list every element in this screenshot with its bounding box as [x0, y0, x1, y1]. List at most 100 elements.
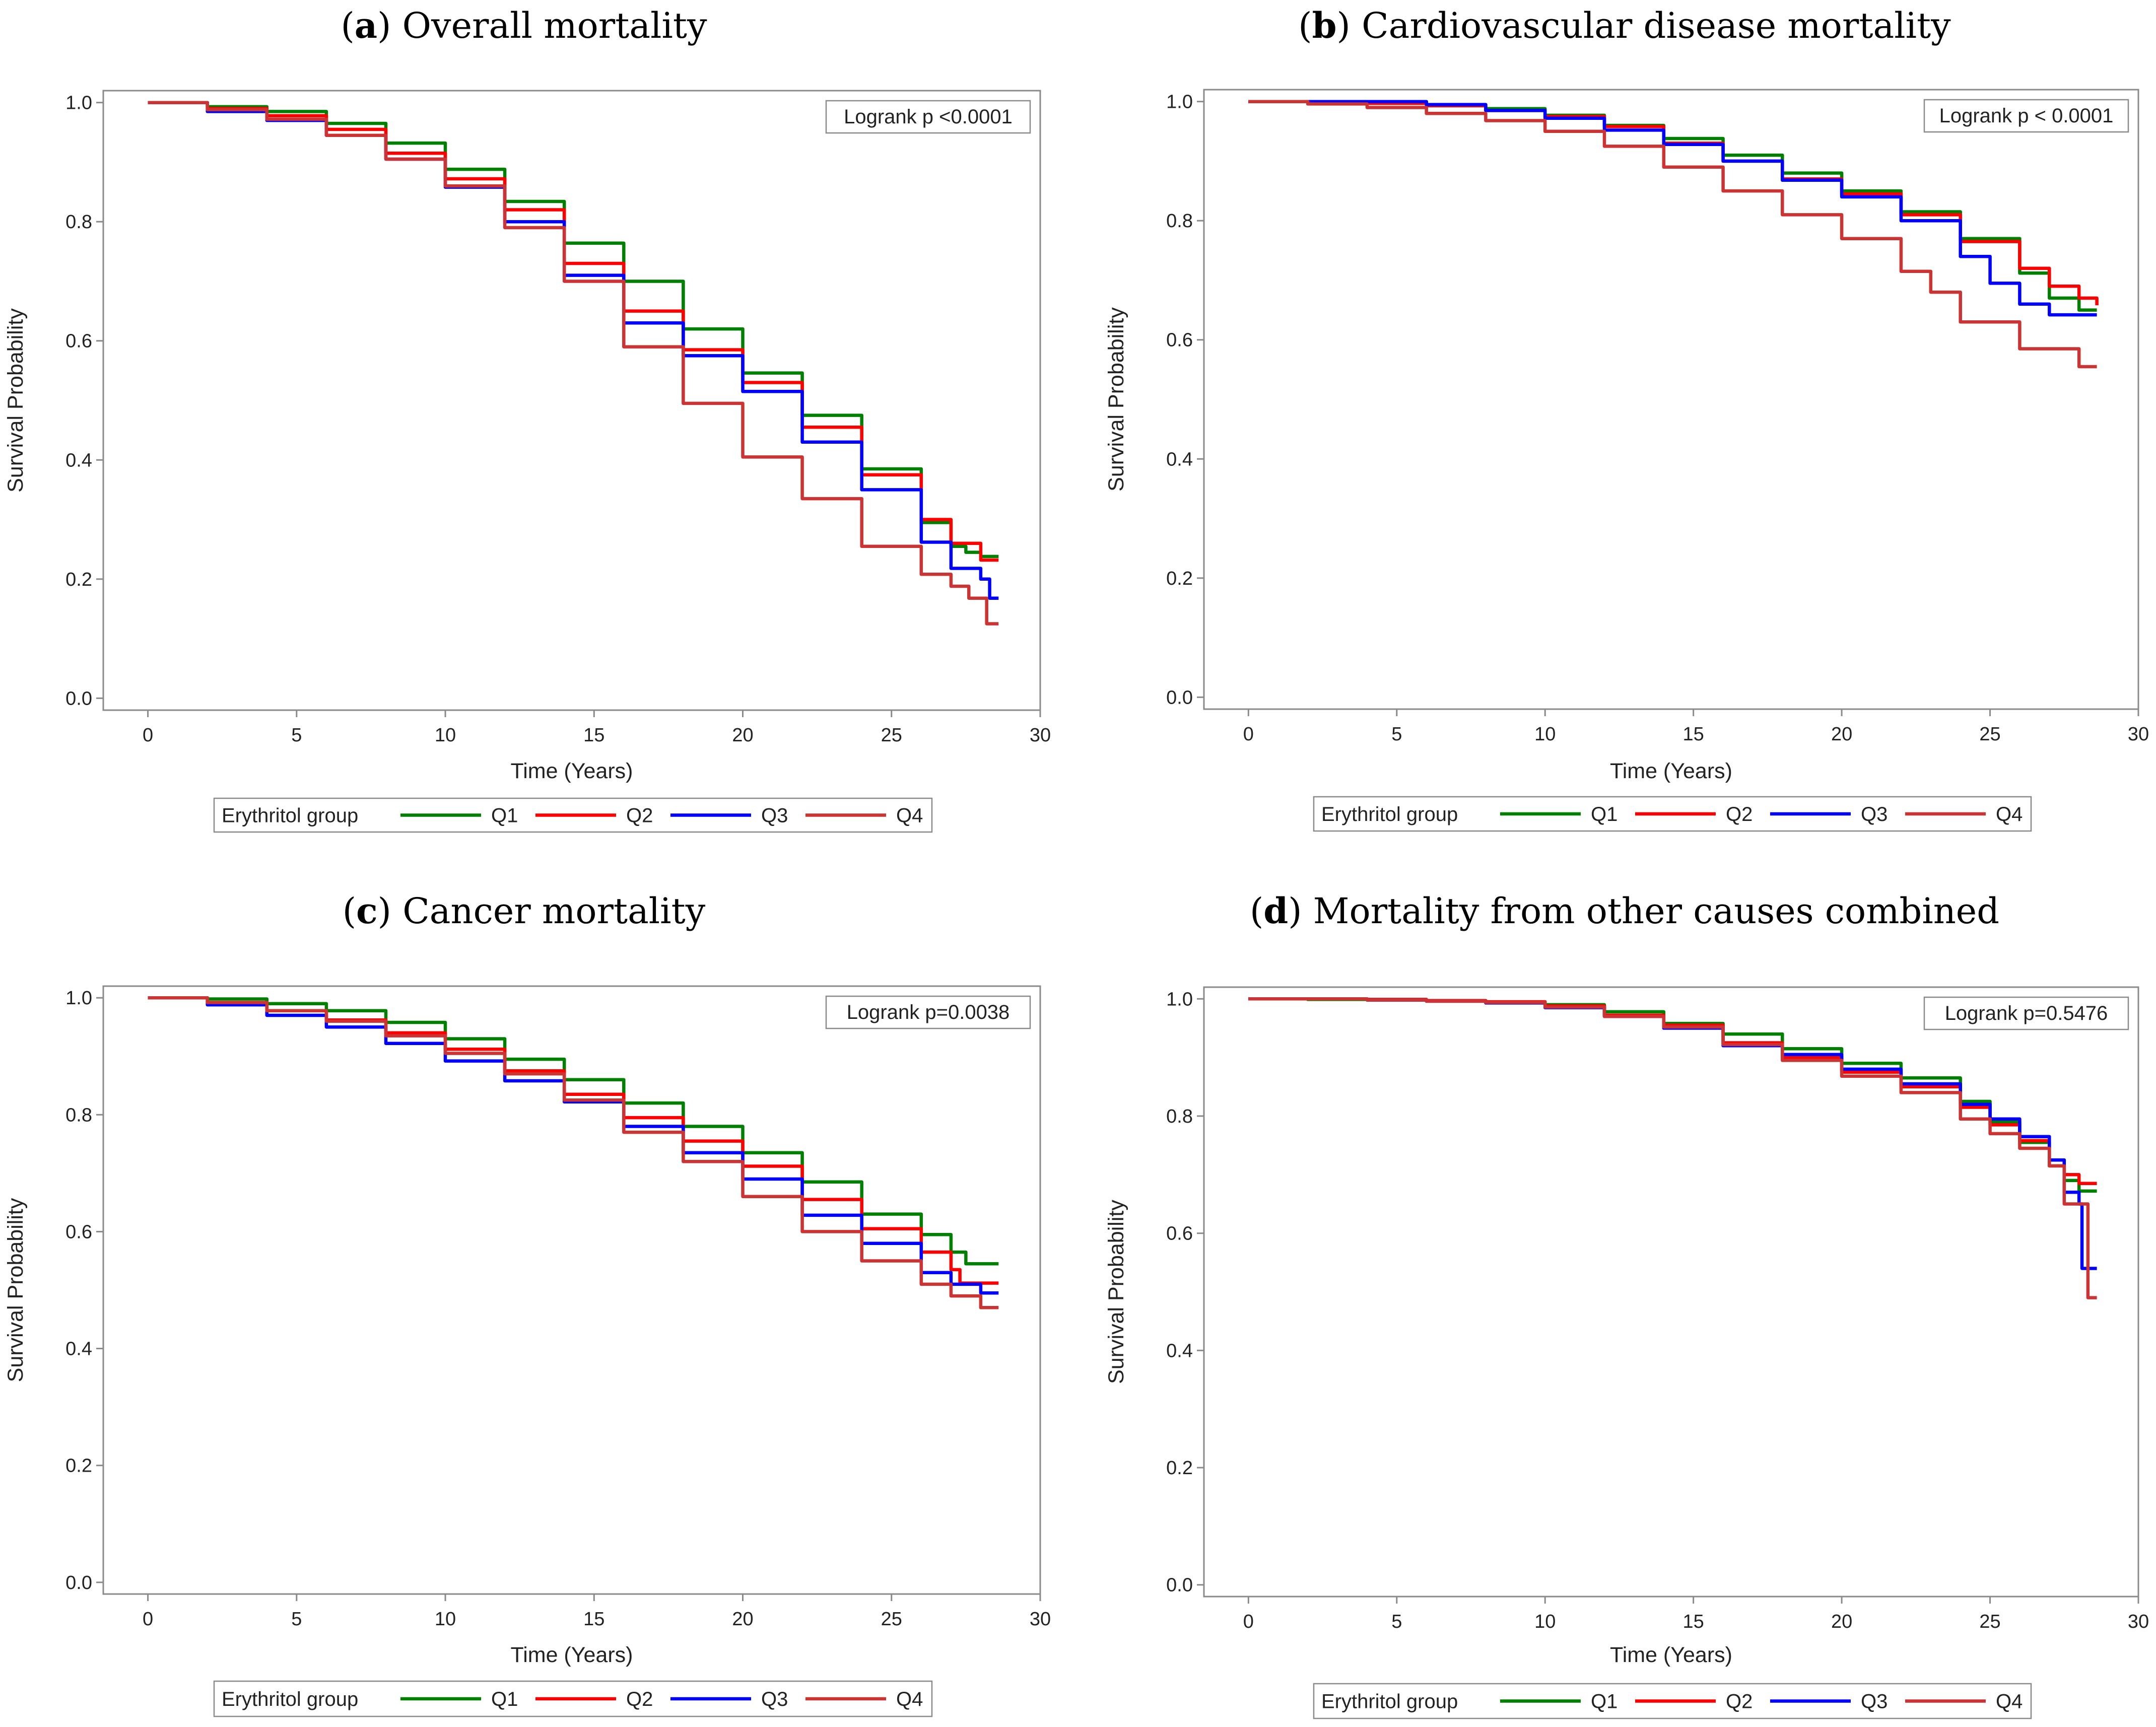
series-line-q1 — [148, 996, 999, 1266]
x-tick-label: 20 — [1831, 724, 1852, 745]
x-tick-label: 5 — [291, 725, 302, 746]
legend-label-q2: Q2 — [626, 805, 653, 827]
y-tick-label: 1.0 — [65, 93, 92, 114]
y-tick-label: 0.2 — [65, 569, 92, 590]
title-paren-close: ) — [1288, 890, 1313, 932]
title-paren-open: ( — [1298, 5, 1312, 46]
legend-label-q2: Q2 — [626, 1688, 653, 1710]
legend-label-q4: Q4 — [1996, 1691, 2023, 1713]
x-tick-label: 30 — [1030, 1609, 1051, 1630]
x-axis-label: Time (Years) — [511, 1643, 633, 1667]
series-line-q2 — [148, 101, 999, 562]
logrank-box — [825, 995, 1031, 1029]
x-tick-label: 30 — [2128, 724, 2149, 745]
x-tick-label: 15 — [1683, 724, 1704, 745]
panel-letter: c — [356, 890, 378, 932]
x-tick-label: 0 — [143, 1609, 153, 1630]
x-tick-label: 30 — [2128, 1611, 2149, 1632]
y-tick-label: 0.6 — [1166, 330, 1193, 351]
x-tick-label: 15 — [583, 725, 604, 746]
panel-letter: b — [1312, 5, 1337, 46]
y-tick-label: 0.0 — [65, 1572, 92, 1594]
panel-c: (c) Cancer mortality 0.0 0.2 0.4 0.6 0.8 1.0 0 5… — [4, 890, 1051, 1717]
series-line-q4 — [148, 996, 999, 1309]
y-axis-label: Survival Probability — [1104, 1200, 1128, 1384]
legend-label-q1: Q1 — [491, 805, 518, 827]
y-tick-label: 0.8 — [65, 212, 92, 233]
x-tick-label: 0 — [1243, 724, 1254, 745]
y-tick-label: 0.2 — [65, 1456, 92, 1477]
title-paren-open: ( — [1250, 890, 1263, 932]
x-tick-label: 20 — [732, 725, 753, 746]
x-tick-label: 25 — [1979, 1611, 2000, 1632]
x-tick-label: 10 — [1534, 724, 1556, 745]
series-line-q3 — [1248, 997, 2097, 1270]
series-line-q1 — [1248, 100, 2097, 312]
logrank-annotation: Logrank p=0.0038 — [847, 1001, 1010, 1023]
y-tick-label: 0.0 — [1166, 1575, 1193, 1596]
x-tick-label: 20 — [1831, 1611, 1852, 1632]
y-tick-label: 0.4 — [1166, 1340, 1193, 1361]
series-line-q4 — [1248, 997, 2097, 1299]
y-tick-label: 1.0 — [65, 988, 92, 1009]
legend-label-q3: Q3 — [1861, 803, 1888, 825]
panel-b: (b) Cardiovascular disease mortality 0.0 0… — [1104, 5, 2149, 832]
panel-title-text: Cardiovascular disease mortality — [1362, 5, 1951, 46]
y-tick-label: 1.0 — [1166, 989, 1193, 1010]
y-tick-label: 0.6 — [65, 1221, 92, 1242]
panel-letter: a — [355, 5, 377, 46]
x-tick-label: 10 — [1534, 1611, 1556, 1632]
y-tick-label: 0.4 — [1166, 449, 1193, 470]
x-tick-label: 30 — [1030, 725, 1051, 746]
x-tick-label: 15 — [1683, 1611, 1704, 1632]
panel-title-text: Cancer mortality — [402, 890, 705, 932]
y-tick-label: 0.6 — [65, 331, 92, 352]
legend-label-q1: Q1 — [491, 1688, 518, 1710]
legend-label-q2: Q2 — [1726, 1691, 1753, 1713]
y-tick-label: 0.2 — [1166, 1458, 1193, 1479]
series-line-q4 — [1248, 100, 2097, 369]
legend-title: Erythritol group — [222, 805, 358, 827]
logrank-box — [1923, 996, 2129, 1030]
y-tick-label: 0.8 — [1166, 211, 1193, 232]
legend-label-q1: Q1 — [1591, 1691, 1618, 1713]
x-axis-label: Time (Years) — [511, 759, 633, 783]
y-tick-label: 0.4 — [65, 1339, 92, 1360]
x-tick-label: 25 — [881, 1609, 902, 1630]
panel-title-text: Overall mortality — [402, 5, 707, 46]
plot-frame — [102, 985, 1041, 1595]
legend-label-q2: Q2 — [1726, 803, 1753, 825]
legend-label-q4: Q4 — [896, 1688, 923, 1710]
x-axis-label: Time (Years) — [1610, 759, 1732, 783]
y-tick-label: 0.0 — [1166, 687, 1193, 708]
legend-label-q3: Q3 — [761, 805, 788, 827]
x-tick-label: 10 — [435, 1609, 456, 1630]
title-paren-open: ( — [343, 890, 356, 932]
x-tick-label: 15 — [583, 1609, 604, 1630]
y-tick-label: 0.4 — [65, 450, 92, 471]
series-line-q4 — [148, 101, 999, 626]
logrank-box — [825, 100, 1031, 134]
x-tick-label: 0 — [143, 725, 153, 746]
x-tick-label: 5 — [1391, 1611, 1402, 1632]
legend-label-q4: Q4 — [896, 805, 923, 827]
y-axis-label: Survival Probability — [4, 308, 28, 493]
title-paren-open: ( — [341, 5, 354, 46]
x-tick-label: 25 — [1979, 724, 2000, 745]
panel-letter: d — [1263, 890, 1288, 932]
legend-title: Erythritol group — [1321, 1691, 1458, 1713]
series-line-q3 — [1248, 100, 2097, 317]
x-tick-label: 0 — [1243, 1611, 1254, 1632]
legend-title: Erythritol group — [222, 1688, 358, 1710]
y-tick-label: 0.2 — [1166, 568, 1193, 589]
logrank-annotation: Logrank p <0.0001 — [844, 106, 1013, 128]
logrank-annotation: Logrank p < 0.0001 — [1939, 105, 2114, 127]
y-tick-label: 0.8 — [65, 1104, 92, 1126]
panel-title: (a) Overall mortality — [341, 5, 707, 46]
plot-frame — [102, 90, 1041, 711]
legend-label-q3: Q3 — [761, 1688, 788, 1710]
x-axis-label: Time (Years) — [1610, 1643, 1732, 1667]
plot-frame — [1203, 986, 2139, 1598]
panel-title: (c) Cancer mortality — [343, 890, 706, 932]
